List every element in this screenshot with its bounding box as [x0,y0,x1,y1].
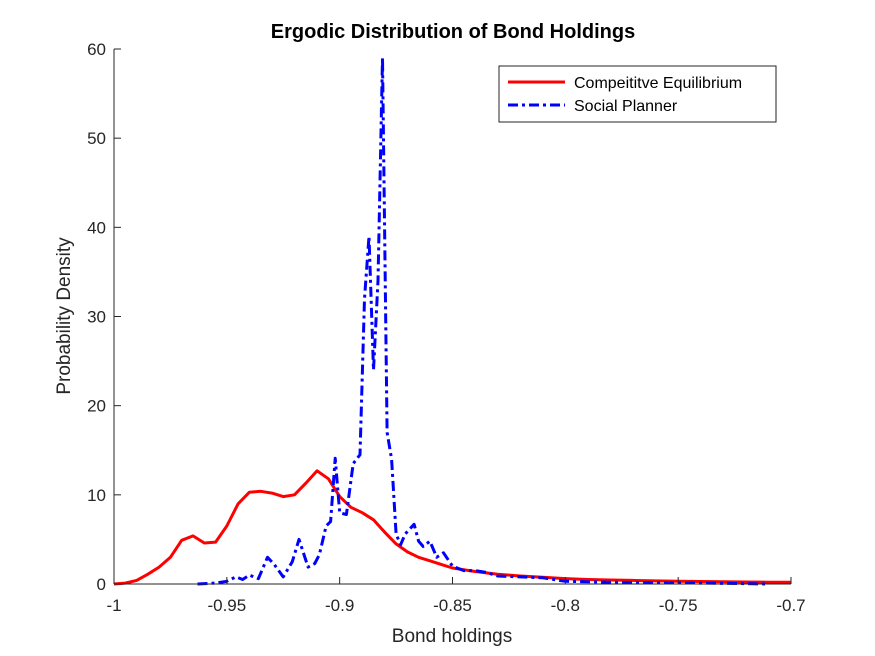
y-tick-label: 60 [87,40,106,59]
y-tick-label: 50 [87,129,106,148]
plot-area [114,49,791,584]
x-tick-label: -0.7 [776,596,805,615]
y-tick-label: 30 [87,308,106,327]
x-tick-label: -0.95 [207,596,246,615]
chart-title: Ergodic Distribution of Bond Holdings [271,21,635,43]
series-line-social-planner [197,56,769,586]
x-axis-label: Bond holdings [392,626,512,647]
legend: Compeititve Equilibrium Social Planner [498,65,777,123]
y-tick-label: 10 [87,486,106,505]
series-line-compeititve-equilibrium [113,469,791,586]
y-tick-label: 20 [87,397,106,416]
x-tick-label: -0.85 [433,596,472,615]
legend-label-social-planner: Social Planner [574,98,678,115]
x-tick-label: -0.9 [325,596,354,615]
legend-box [498,65,777,123]
y-axis-label: Probability Density [54,237,75,395]
y-tick-label: 0 [97,575,106,594]
x-tick-label: -0.75 [659,596,698,615]
x-tick-label: -0.8 [551,596,580,615]
axes-layer: -1 -0.95 -0.9 -0.85 -0.8 -0.75 -0.7 0 10 20 30 40 50… [87,40,806,615]
legend-label-competitive-equilibrium: Compeititve Equilibrium [574,75,742,92]
y-tick-label: 40 [87,218,106,237]
x-tick-label: -1 [106,596,121,615]
series-layer [113,56,791,586]
